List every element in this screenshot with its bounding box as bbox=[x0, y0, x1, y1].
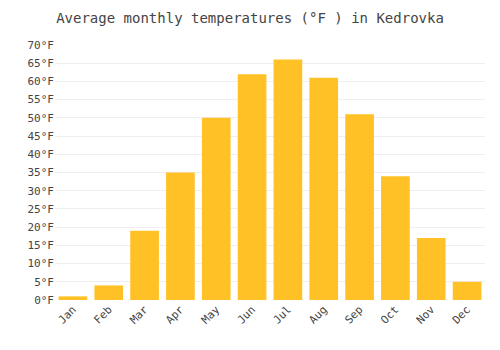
svg-text:60°F: 60°F bbox=[28, 75, 55, 88]
svg-text:10°F: 10°F bbox=[28, 257, 55, 270]
svg-text:55°F: 55°F bbox=[28, 93, 55, 106]
svg-text:50°F: 50°F bbox=[28, 112, 55, 125]
svg-text:65°F: 65°F bbox=[28, 57, 55, 70]
svg-text:Oct: Oct bbox=[378, 303, 401, 326]
svg-text:Jul: Jul bbox=[271, 303, 294, 326]
svg-text:Jun: Jun bbox=[235, 303, 258, 326]
svg-text:35°F: 35°F bbox=[28, 166, 55, 179]
svg-text:Mar: Mar bbox=[127, 303, 151, 327]
svg-text:30°F: 30°F bbox=[28, 185, 55, 198]
svg-text:15°F: 15°F bbox=[28, 239, 55, 252]
svg-text:40°F: 40°F bbox=[28, 148, 55, 161]
svg-text:May: May bbox=[199, 303, 223, 327]
svg-text:Dec: Dec bbox=[450, 303, 473, 326]
svg-text:70°F: 70°F bbox=[28, 39, 55, 52]
svg-text:Jan: Jan bbox=[56, 303, 79, 326]
svg-text:20°F: 20°F bbox=[28, 221, 55, 234]
svg-text:5°F: 5°F bbox=[34, 276, 54, 289]
svg-text:Aug: Aug bbox=[307, 303, 330, 326]
svg-text:0°F: 0°F bbox=[34, 294, 54, 307]
svg-text:25°F: 25°F bbox=[28, 203, 55, 216]
svg-text:45°F: 45°F bbox=[28, 130, 55, 143]
svg-text:Sep: Sep bbox=[342, 303, 365, 326]
svg-text:Apr: Apr bbox=[163, 303, 187, 327]
svg-text:Average monthly temperatures (: Average monthly temperatures (°F ) in Ke… bbox=[56, 10, 444, 26]
svg-text:Nov: Nov bbox=[414, 303, 438, 327]
svg-text:Feb: Feb bbox=[92, 303, 115, 326]
